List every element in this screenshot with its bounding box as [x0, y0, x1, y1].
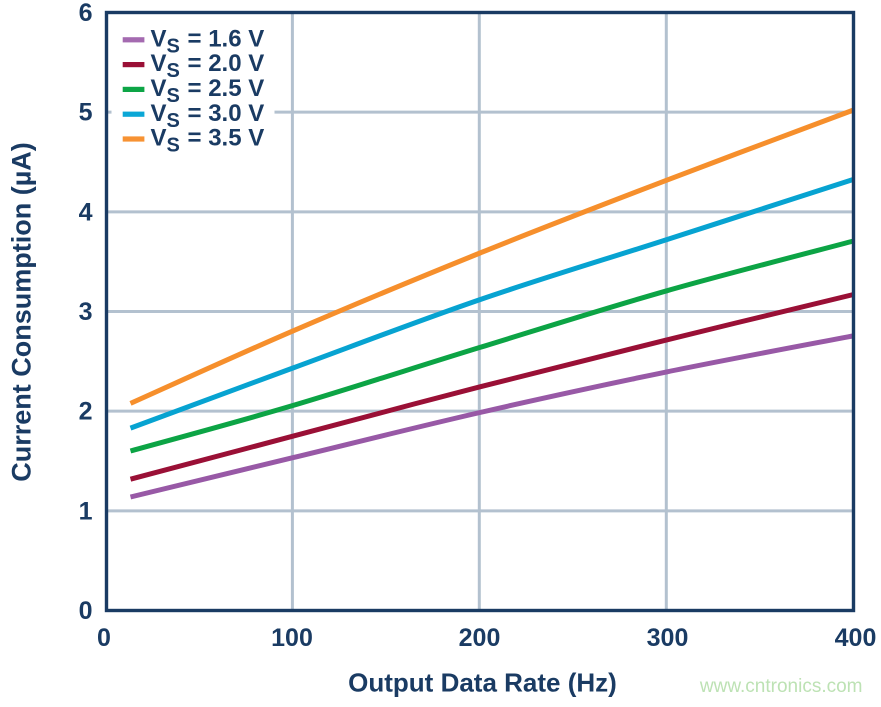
- svg-text:4: 4: [79, 198, 93, 226]
- svg-text:3: 3: [79, 298, 93, 326]
- svg-text:1: 1: [79, 497, 93, 525]
- svg-text:5: 5: [79, 99, 93, 127]
- svg-text:200: 200: [459, 624, 501, 652]
- svg-text:VS = 2.5 V: VS = 2.5 V: [151, 75, 265, 107]
- svg-text:www.cntronics.com: www.cntronics.com: [699, 676, 863, 697]
- svg-text:400: 400: [835, 624, 877, 652]
- svg-text:0: 0: [79, 597, 93, 625]
- svg-text:100: 100: [271, 624, 313, 652]
- svg-text:0: 0: [97, 624, 111, 652]
- svg-text:VS = 3.0 V: VS = 3.0 V: [151, 100, 265, 132]
- svg-text:Current Consumption (µA): Current Consumption (µA): [7, 142, 37, 482]
- svg-text:2: 2: [79, 398, 93, 426]
- svg-text:Output Data Rate (Hz): Output Data Rate (Hz): [348, 668, 617, 698]
- svg-text:300: 300: [647, 624, 689, 652]
- svg-text:6: 6: [79, 0, 93, 27]
